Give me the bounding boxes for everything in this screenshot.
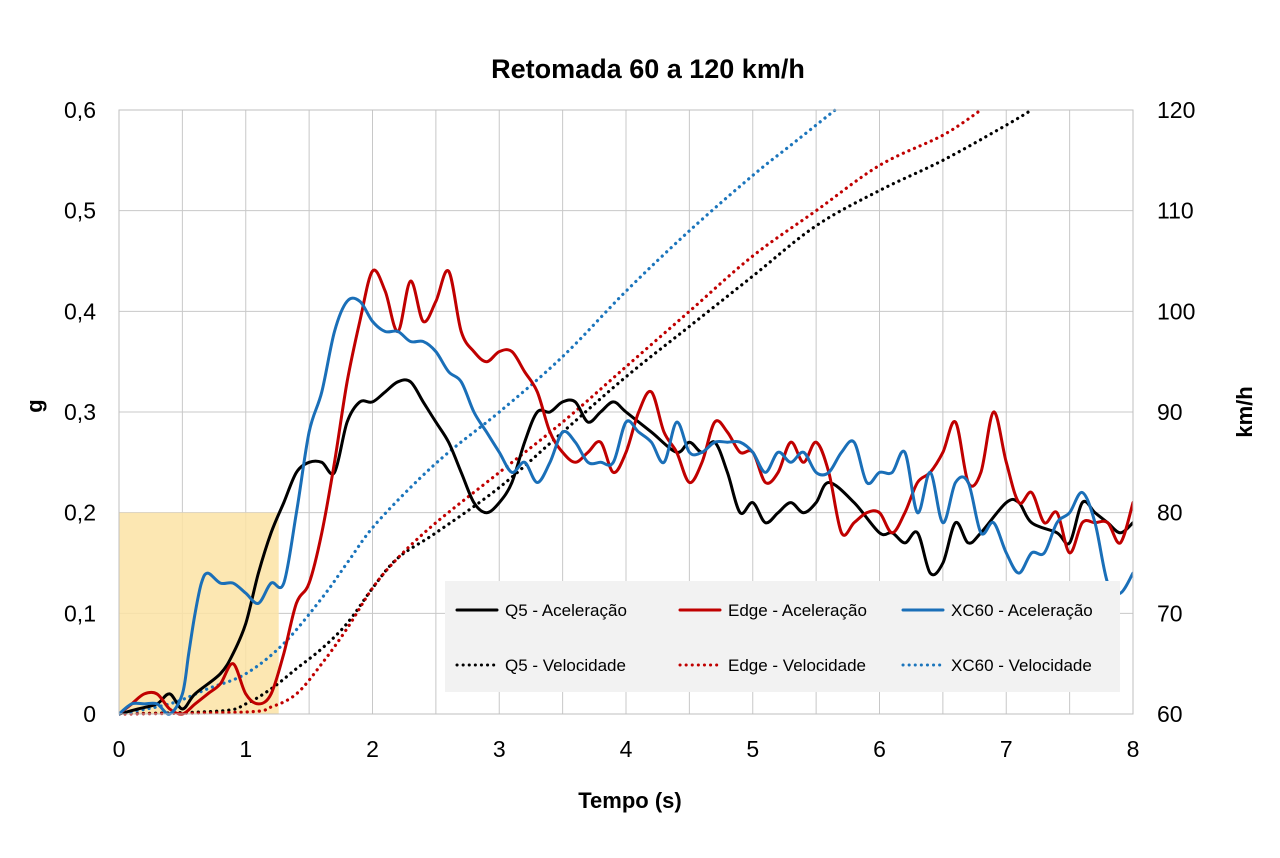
x-tick-label: 0 xyxy=(113,736,126,762)
y-tick-label: 0,4 xyxy=(64,298,96,324)
legend-label: Edge - Aceleração xyxy=(728,601,867,620)
series-line-q5-acelera-o xyxy=(119,378,1133,716)
legend-label: XC60 - Velocidade xyxy=(951,656,1092,675)
highlight-region xyxy=(119,512,279,714)
x-tick-label: 4 xyxy=(620,736,633,762)
y2-tick-label: 60 xyxy=(1157,701,1183,727)
x-tick-label: 5 xyxy=(746,736,759,762)
plot-frame xyxy=(118,109,1134,715)
y-tick-label: 0 xyxy=(83,701,96,727)
x-tick-label: 7 xyxy=(1000,736,1013,762)
chart-title: Retomada 60 a 120 km/h xyxy=(491,54,805,84)
y-tick-label: 0,2 xyxy=(64,500,96,526)
y-tick-label: 0,3 xyxy=(64,399,96,425)
series-layer xyxy=(119,108,1133,716)
x-tick-label: 1 xyxy=(239,736,252,762)
legend-label: XC60 - Aceleração xyxy=(951,601,1093,620)
y-axis-label: g xyxy=(22,399,47,412)
y2-tick-label: 110 xyxy=(1157,198,1194,224)
x-tick-label: 8 xyxy=(1127,736,1140,762)
y2-tick-label: 90 xyxy=(1157,399,1183,425)
legend-label: Q5 - Aceleração xyxy=(505,601,627,620)
series-line-edge-acelera-o xyxy=(119,268,1133,716)
legend-label: Q5 - Velocidade xyxy=(505,656,626,675)
x-tick-label: 2 xyxy=(366,736,379,762)
legend: Q5 - Aceleração Edge - Aceleração XC60 - A… xyxy=(445,581,1120,692)
legend-box xyxy=(445,581,1120,692)
y2-axis-label: km/h xyxy=(1232,386,1257,437)
x-tick-label: 6 xyxy=(873,736,886,762)
series-line-q5-velocidade xyxy=(119,108,1034,716)
y2-tick-label: 120 xyxy=(1157,97,1195,123)
x-axis-label: Tempo (s) xyxy=(578,788,681,813)
series-line-edge-velocidade xyxy=(119,108,983,716)
y-tick-label: 0,5 xyxy=(64,198,96,224)
legend-label: Edge - Velocidade xyxy=(728,656,866,675)
series-line-xc60-velocidade xyxy=(119,108,837,716)
series-line-xc60-acelera-o xyxy=(119,296,1133,716)
y2-tick-label: 80 xyxy=(1157,500,1183,526)
x-tick-label: 3 xyxy=(493,736,506,762)
y2-tick-label: 100 xyxy=(1157,298,1195,324)
y-tick-label: 0,1 xyxy=(64,600,96,626)
axes: 0 1 2 3 4 5 6 7 800,10,20,30,40,50,6607080901001… xyxy=(64,97,1195,762)
y-tick-label: 0,6 xyxy=(64,97,96,123)
highlight-rect xyxy=(119,512,279,714)
y2-tick-label: 70 xyxy=(1157,600,1183,626)
